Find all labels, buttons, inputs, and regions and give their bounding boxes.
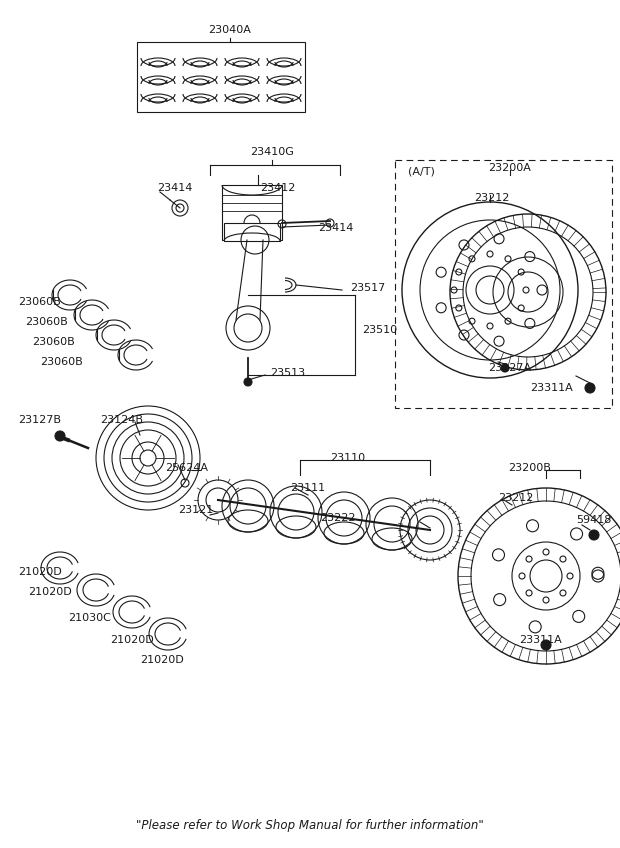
Text: 23200B: 23200B [508, 463, 551, 473]
Text: 21020D: 21020D [28, 587, 72, 597]
Text: 23212: 23212 [498, 493, 533, 503]
Text: 23222: 23222 [320, 513, 355, 523]
Circle shape [589, 530, 599, 540]
Bar [222, 185, 282, 240]
Text: 23040A: 23040A [208, 25, 252, 35]
Text: 23200A: 23200A [489, 163, 531, 173]
Text: 23212: 23212 [474, 193, 510, 203]
Text: 23311A: 23311A [530, 383, 573, 393]
Text: 23410G: 23410G [250, 147, 294, 157]
Text: 23124B: 23124B [100, 415, 143, 425]
Text: 23121: 23121 [178, 505, 213, 515]
Text: 23060B: 23060B [25, 317, 68, 327]
Text: 21030C: 21030C [68, 613, 111, 623]
Text: 23414: 23414 [157, 183, 193, 193]
Text: 21020D: 21020D [140, 655, 184, 665]
Text: 59418: 59418 [576, 515, 611, 525]
Bar [137, 42, 305, 112]
Text: 23227A: 23227A [488, 363, 531, 373]
Text: 23060B: 23060B [40, 357, 82, 367]
Text: (A/T): (A/T) [408, 167, 435, 177]
Text: 23513: 23513 [270, 368, 305, 378]
Text: "Please refer to Work Shop Manual for further information": "Please refer to Work Shop Manual for fu… [136, 819, 484, 833]
Text: 23517: 23517 [350, 283, 385, 293]
Circle shape [501, 364, 509, 372]
Bar [224, 223, 280, 241]
Text: 23414: 23414 [318, 223, 353, 233]
Text: 21020D: 21020D [110, 635, 154, 645]
Text: 23311A: 23311A [518, 635, 561, 645]
Circle shape [244, 378, 252, 386]
Text: 25624A: 25624A [165, 463, 208, 473]
Text: 23060B: 23060B [18, 297, 61, 307]
Bar [395, 160, 612, 408]
Text: 23412: 23412 [260, 183, 296, 193]
Text: 23510: 23510 [362, 325, 397, 335]
Text: 23127B: 23127B [18, 415, 61, 425]
Text: 23110: 23110 [330, 453, 366, 463]
Text: 21020D: 21020D [18, 567, 62, 577]
Circle shape [585, 383, 595, 393]
Text: 23111: 23111 [290, 483, 325, 493]
Circle shape [55, 431, 65, 441]
Circle shape [541, 640, 551, 650]
Text: 23060B: 23060B [32, 337, 75, 347]
